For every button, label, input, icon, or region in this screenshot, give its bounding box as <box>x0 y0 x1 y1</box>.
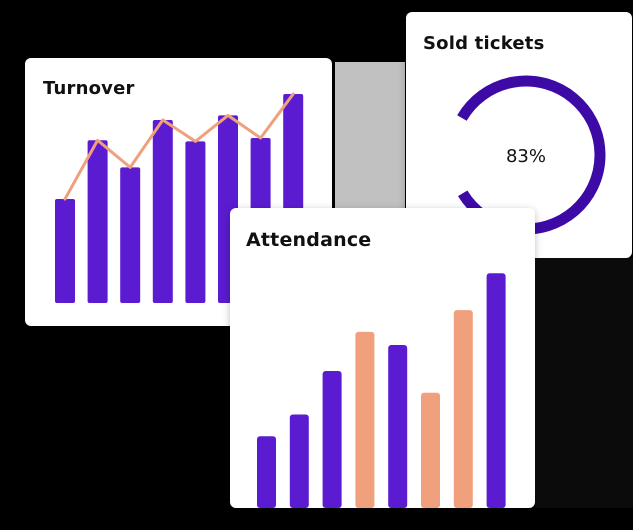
turnover-bar <box>87 140 108 303</box>
turnover-bar <box>120 167 141 303</box>
background-panel <box>335 62 405 210</box>
turnover-bar <box>185 141 206 303</box>
attendance-bar <box>322 371 342 508</box>
turnover-bar <box>55 199 75 303</box>
turnover-line <box>63 92 295 201</box>
sold-tickets-title: Sold tickets <box>423 33 545 54</box>
background-strip <box>535 258 633 508</box>
attendance-bar <box>421 392 440 508</box>
attendance-bar <box>486 273 506 508</box>
turnover-title: Turnover <box>43 78 135 99</box>
turnover-bar <box>152 119 173 303</box>
attendance-bar <box>453 310 473 508</box>
attendance-bar <box>355 331 375 508</box>
attendance-chart <box>257 273 506 508</box>
attendance-bar <box>257 436 276 508</box>
attendance-bar <box>388 344 408 508</box>
attendance-bar <box>289 414 309 508</box>
sold-tickets-percentage: 83% <box>505 146 546 167</box>
attendance-title: Attendance <box>246 229 372 251</box>
attendance-card: Attendance <box>230 208 535 508</box>
